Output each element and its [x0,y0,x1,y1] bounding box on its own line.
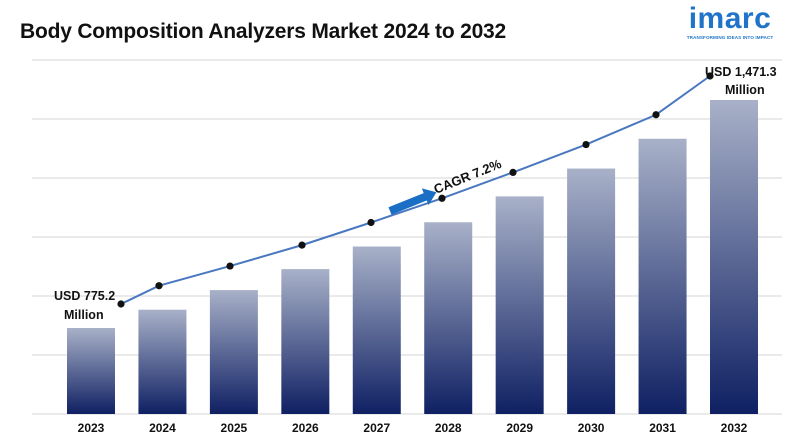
trend-marker-2027 [367,218,375,227]
cagr-annotation: CAGR 7.2% [388,156,504,215]
cagr-label: CAGR 7.2% [432,156,504,197]
x-axis-ticks: 2023 2024 2025 2026 2027 2028 2029 2030 2031 2032 [78,421,748,433]
x-tick-2029: 2029 [506,421,533,433]
trend-marker-2024 [155,282,163,290]
end-value-line2: Million [725,83,765,97]
x-tick-2024: 2024 [149,421,176,433]
trend-line [117,72,714,308]
logo-wordmark: imarc [688,2,772,35]
bar-2024 [138,309,187,414]
trend-marker-2032 [706,72,714,80]
end-value-line1: USD 1,471.3 [705,65,777,79]
start-value-line1: USD 775.2 [54,289,115,303]
x-tick-2023: 2023 [78,421,105,433]
bar-2032 [710,100,758,414]
bar-2023 [67,328,115,414]
trend-marker-2028 [438,194,446,202]
bar-2031 [638,138,687,415]
logo-tagline: TRANSFORMING IDEAS INTO IMPACT [686,35,774,40]
x-tick-2027: 2027 [363,421,390,433]
trend-marker-2030 [582,140,590,149]
start-value-line2: Million [64,308,104,322]
bars [67,100,758,415]
x-tick-2031: 2031 [649,421,676,433]
x-tick-2030: 2030 [578,421,605,433]
x-tick-2032: 2032 [721,421,748,433]
cagr-arrow [388,188,437,215]
bar-2026 [281,269,330,414]
x-tick-2028: 2028 [435,421,462,433]
end-value-annotation: USD 1,471.3 Million [705,65,777,97]
trend-marker-2023 [117,300,125,308]
bar-2028 [424,222,473,414]
trend-marker-2026 [298,241,306,249]
x-tick-2026: 2026 [292,421,319,433]
trend-marker-2031 [652,111,660,119]
bar-2030 [567,168,616,414]
x-tick-2025: 2025 [221,421,248,433]
trend-marker-2025 [226,262,234,270]
trend-marker-2029 [509,168,517,176]
chart-title: Body Composition Analyzers Market 2024 t… [20,20,507,43]
start-value-annotation: USD 775.2 Million [54,289,115,322]
imarc-logo: imarc TRANSFORMING IDEAS INTO IMPACT [682,2,778,41]
bar-2027 [352,246,401,414]
trend-polyline [120,75,711,305]
bar-2029 [495,196,544,414]
bar-2025 [209,290,258,414]
